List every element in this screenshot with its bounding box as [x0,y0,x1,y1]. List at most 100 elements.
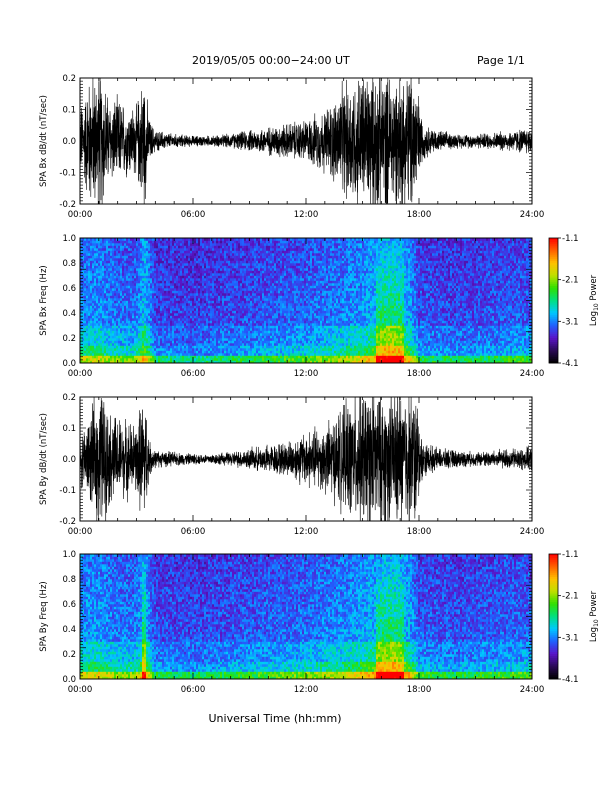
spectrogram-cell [202,253,204,256]
spectrogram-cell [156,353,158,356]
spectrogram-cell [140,293,142,296]
spectrogram-cell [238,248,240,251]
spectrogram-cell [150,296,152,299]
spectrogram-cell [86,261,88,264]
spectrogram-cell [130,331,132,334]
spectrogram-cell [104,268,106,271]
spectrogram-cell [190,311,192,314]
spectrogram-cell [176,281,178,284]
spectrogram-cell [112,306,114,309]
spectrogram-cell [90,263,92,266]
spectrogram-cell [120,356,122,359]
spectrogram-cell [102,286,104,289]
spectrogram-cell [90,308,92,311]
spectrogram-cell [82,326,84,329]
spectrogram-cell [120,268,122,271]
spectrogram-cell [206,331,208,334]
spectrogram-cell [136,326,138,329]
spectrogram-cell [96,276,98,279]
spectrogram-cell [182,298,184,301]
spectrogram-cell [172,328,174,331]
spectrogram-cell [158,311,160,314]
spectrogram-cell [216,271,218,274]
spectrogram-cell [152,316,154,319]
spectrogram-cell [212,243,214,246]
spectrogram-cell [252,273,254,276]
spectrogram-cell [184,276,186,279]
spectrogram-cell [248,346,250,349]
spectrogram-cell [208,266,210,269]
spectrogram-cell [262,276,264,279]
spectrogram-cell [182,243,184,246]
spectrogram-cell [154,348,156,351]
spectrogram-cell [164,358,166,361]
spectrogram-cell [260,271,262,274]
spectrogram-cell [114,241,116,244]
spectrogram-cell [84,316,86,319]
spectrogram-cell [128,281,130,284]
spectrogram-cell [212,281,214,284]
spectrogram-cell [94,333,96,336]
spectrogram-cell [158,266,160,269]
spectrogram-cell [142,241,144,244]
spectrogram-cell [188,258,190,261]
spectrogram-cell [164,306,166,309]
spectrogram-cell [166,346,168,349]
spectrogram-cell [230,276,232,279]
spectrogram-cell [238,258,240,261]
spectrogram-cell [236,348,238,351]
spectrogram-cell [150,273,152,276]
spectrogram-cell [148,316,150,319]
spectrogram-cell [120,326,122,329]
spectrogram-cell [162,258,164,261]
spectrogram-cell [244,351,246,354]
spectrogram-cell [214,341,216,344]
spectrogram-cell [216,258,218,261]
spectrogram-cell [172,261,174,264]
spectrogram-cell [174,271,176,274]
spectrogram-cell [222,276,224,279]
spectrogram-cell [140,276,142,279]
spectrogram-cell [166,276,168,279]
spectrogram-cell [156,253,158,256]
spectrogram-cell [214,313,216,316]
spectrogram-cell [160,333,162,336]
spectrogram-cell [190,333,192,336]
spectrogram-cell [228,283,230,286]
spectrogram-cell [192,271,194,274]
spectrogram-cell [126,243,128,246]
spectrogram-cell [122,266,124,269]
spectrogram-cell [230,313,232,316]
spectrogram-cell [112,273,114,276]
spectrogram-cell [138,291,140,294]
spectrogram-cell [128,283,130,286]
spectrogram-cell [234,283,236,286]
spectrogram-cell [224,263,226,266]
spectrogram-cell [194,268,196,271]
spectrogram-cell [98,266,100,269]
spectrogram-cell [98,251,100,254]
spectrogram-cell [170,296,172,299]
spectrogram-cell [134,341,136,344]
spectrogram-cell [174,331,176,334]
spectrogram-cell [270,316,272,319]
spectrogram-cell [110,356,112,359]
spectrogram-cell [200,333,202,336]
spectrogram-cell [238,283,240,286]
spectrogram-cell [104,293,106,296]
spectrogram-cell [160,321,162,324]
spectrogram-cell [210,293,212,296]
spectrogram-cell [144,288,146,291]
spectrogram-cell [160,243,162,246]
spectrogram-cell [194,333,196,336]
spectrogram-cell [250,271,252,274]
spectrogram-cell [258,358,260,361]
spectrogram-cell [198,323,200,326]
spectrogram-cell [150,306,152,309]
spectrogram-cell [88,268,90,271]
spectrogram-cell [192,281,194,284]
spectrogram-cell [254,328,256,331]
spectrogram-cell [234,323,236,326]
spectrogram-cell [184,266,186,269]
spectrogram-cell [120,276,122,279]
